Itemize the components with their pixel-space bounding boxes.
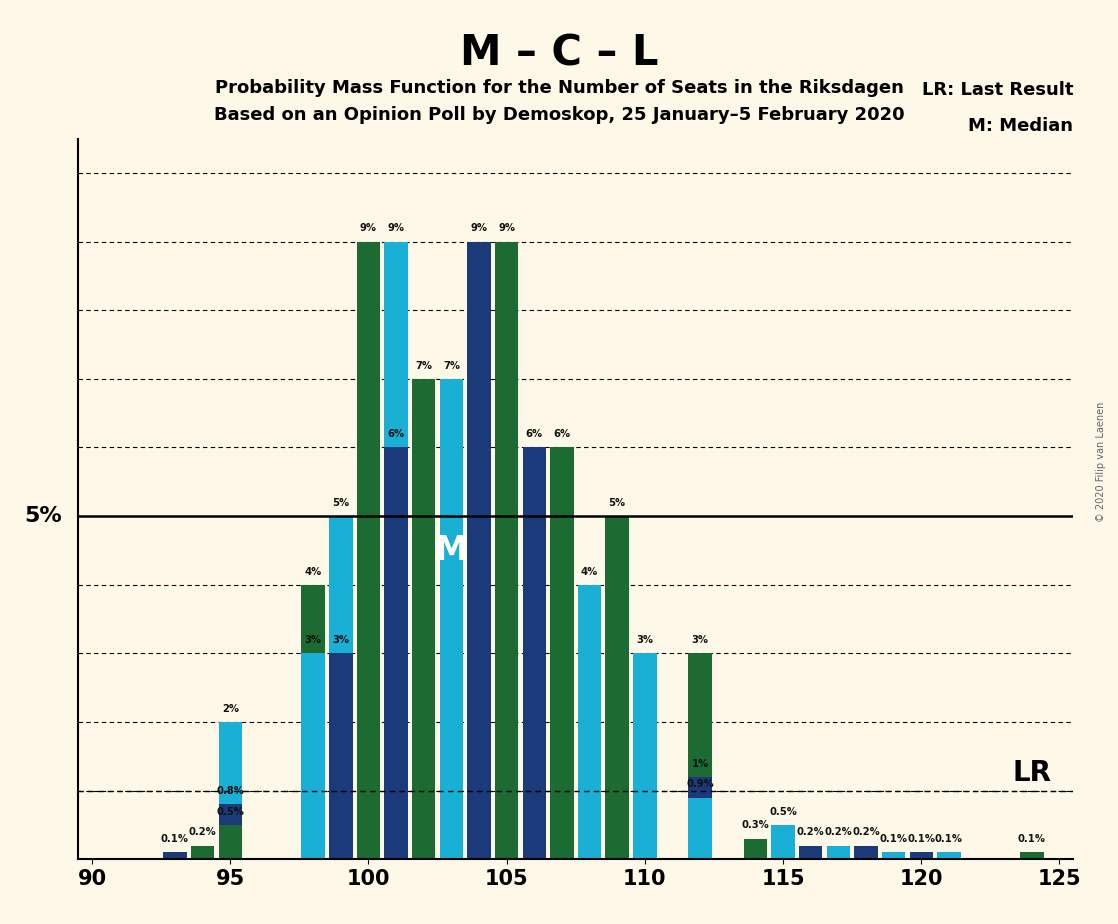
Text: 0.1%: 0.1% (935, 834, 963, 845)
Bar (302, 653, 325, 859)
Text: LR: Last Result: LR: Last Result (921, 81, 1073, 99)
Text: 6%: 6% (525, 430, 543, 439)
Bar (329, 517, 352, 859)
Bar (439, 379, 463, 859)
Bar (689, 797, 712, 859)
Text: 0.2%: 0.2% (852, 827, 880, 837)
Text: © 2020 Filip van Laenen: © 2020 Filip van Laenen (1097, 402, 1106, 522)
Text: 0.1%: 0.1% (880, 834, 908, 845)
Bar (826, 845, 850, 859)
Text: 6%: 6% (388, 430, 405, 439)
Bar (882, 853, 906, 859)
Text: 0.5%: 0.5% (217, 807, 244, 817)
Text: 7%: 7% (443, 360, 459, 371)
Text: Based on an Opinion Poll by Demoskop, 25 January–5 February 2020: Based on an Opinion Poll by Demoskop, 25… (214, 106, 904, 124)
Bar (854, 845, 878, 859)
Bar (937, 853, 960, 859)
Text: 0.2%: 0.2% (189, 827, 217, 837)
Text: 5%: 5% (332, 498, 350, 508)
Text: 0.5%: 0.5% (769, 807, 797, 817)
Text: 7%: 7% (415, 360, 433, 371)
Bar (329, 653, 352, 859)
Text: 0.3%: 0.3% (741, 821, 769, 831)
Bar (550, 447, 574, 859)
Text: 3%: 3% (305, 635, 322, 645)
Bar (799, 845, 823, 859)
Text: 0.2%: 0.2% (797, 827, 825, 837)
Text: 9%: 9% (360, 224, 377, 234)
Text: 3%: 3% (692, 635, 709, 645)
Bar (522, 447, 546, 859)
Text: 3%: 3% (636, 635, 653, 645)
Bar (910, 853, 934, 859)
Text: 0.1%: 0.1% (161, 834, 189, 845)
Text: 3%: 3% (332, 635, 349, 645)
Bar (937, 853, 960, 859)
Bar (771, 825, 795, 859)
Bar (522, 447, 546, 859)
Bar (1020, 853, 1043, 859)
Bar (799, 845, 823, 859)
Text: 9%: 9% (388, 224, 405, 234)
Text: 0.1%: 0.1% (1017, 834, 1045, 845)
Bar (218, 825, 241, 859)
Text: M: Median: M: Median (968, 117, 1073, 135)
Bar (163, 853, 187, 859)
Bar (413, 379, 436, 859)
Bar (385, 447, 408, 859)
Bar (689, 777, 712, 859)
Bar (606, 517, 629, 859)
Bar (302, 585, 325, 859)
Text: M: M (435, 534, 468, 567)
Text: 5%: 5% (608, 498, 626, 508)
Text: 5%: 5% (23, 506, 61, 526)
Text: 0.1%: 0.1% (908, 834, 936, 845)
Text: 9%: 9% (471, 224, 487, 234)
Bar (467, 241, 491, 859)
Bar (633, 653, 656, 859)
Text: 4%: 4% (581, 566, 598, 577)
Text: 1%: 1% (692, 759, 709, 769)
Bar (385, 241, 408, 859)
Text: M – C – L: M – C – L (459, 32, 659, 74)
Bar (357, 241, 380, 859)
Text: 0.8%: 0.8% (217, 786, 244, 796)
Text: 4%: 4% (304, 566, 322, 577)
Bar (743, 839, 767, 859)
Bar (689, 653, 712, 859)
Bar (191, 845, 215, 859)
Bar (578, 585, 601, 859)
Bar (854, 845, 878, 859)
Bar (218, 722, 241, 859)
Text: 2%: 2% (221, 704, 239, 714)
Text: 6%: 6% (553, 430, 570, 439)
Text: 0.9%: 0.9% (686, 779, 714, 789)
Bar (495, 241, 519, 859)
Text: Probability Mass Function for the Number of Seats in the Riksdagen: Probability Mass Function for the Number… (215, 79, 903, 96)
Bar (218, 805, 241, 859)
Text: 0.2%: 0.2% (824, 827, 852, 837)
Text: 9%: 9% (499, 224, 515, 234)
Text: LR: LR (1012, 760, 1051, 787)
